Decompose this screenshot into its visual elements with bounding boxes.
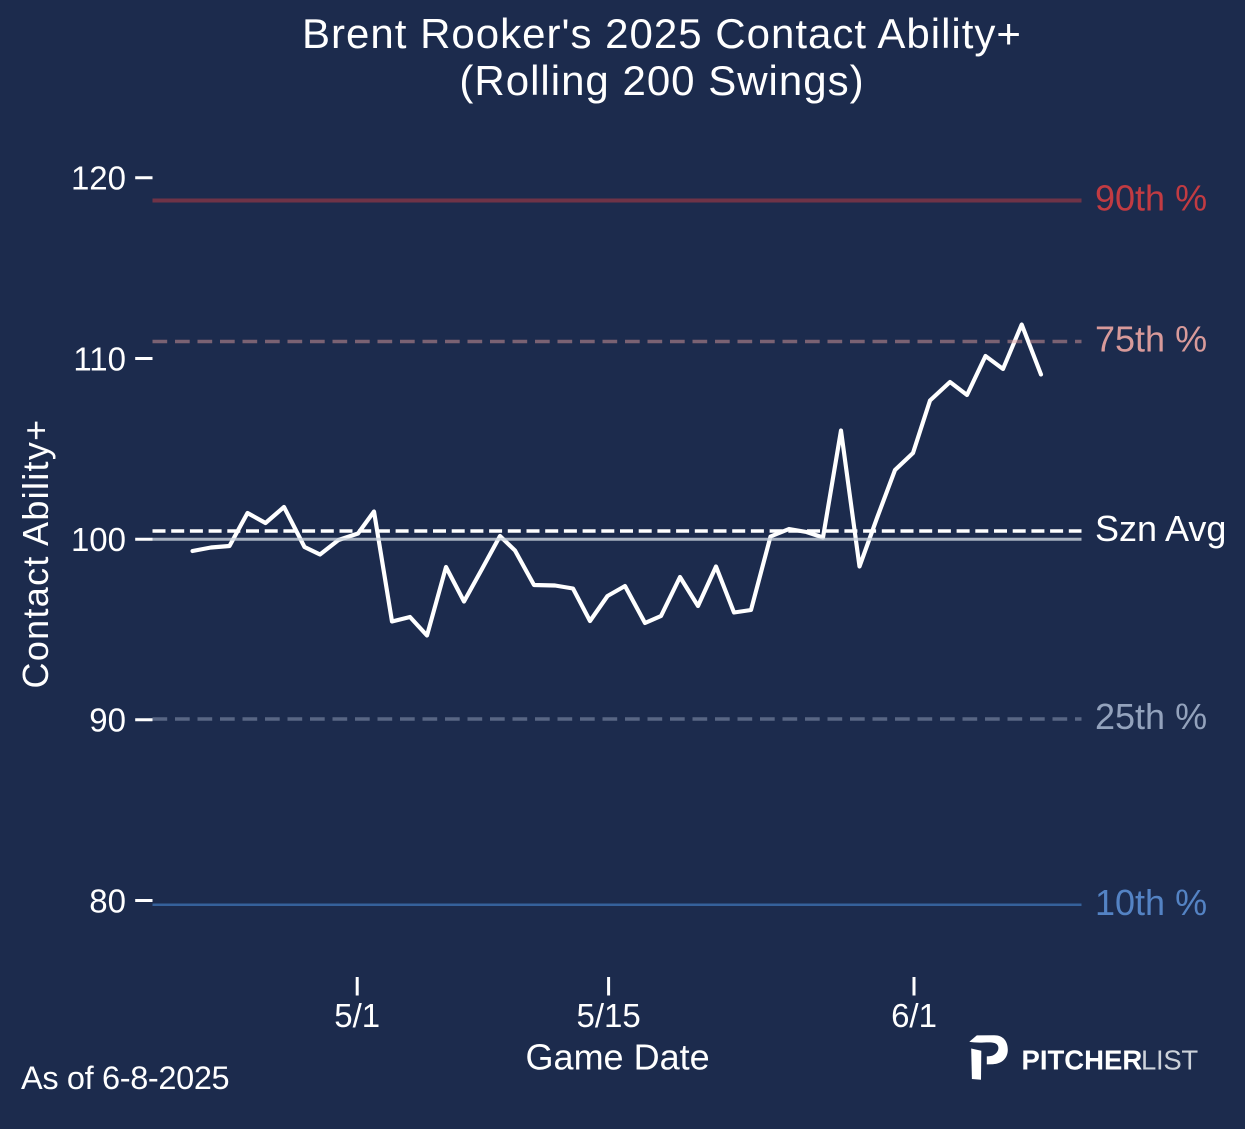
svg-text:Game Date: Game Date: [526, 1037, 710, 1078]
svg-text:75th %: 75th %: [1095, 319, 1207, 360]
svg-text:5/1: 5/1: [334, 997, 380, 1034]
svg-text:LIST: LIST: [1141, 1045, 1198, 1076]
svg-text:100: 100: [71, 521, 126, 558]
svg-text:90th %: 90th %: [1095, 178, 1207, 219]
svg-text:25th %: 25th %: [1095, 696, 1207, 737]
svg-text:90: 90: [89, 702, 126, 739]
svg-text:(Rolling 200 Swings): (Rolling 200 Swings): [459, 57, 864, 104]
svg-text:120: 120: [71, 160, 126, 197]
svg-text:6/1: 6/1: [891, 997, 937, 1034]
svg-text:Contact Ability+: Contact Ability+: [15, 419, 56, 689]
svg-text:PITCHER: PITCHER: [1022, 1045, 1143, 1076]
svg-text:110: 110: [73, 340, 126, 377]
svg-text:5/15: 5/15: [576, 997, 640, 1034]
svg-text:As of 6-8-2025: As of 6-8-2025: [21, 1060, 229, 1096]
svg-text:Brent Rooker's 2025 Contact Ab: Brent Rooker's 2025 Contact Ability+: [302, 10, 1022, 57]
svg-text:10th %: 10th %: [1095, 882, 1207, 923]
svg-text:Szn Avg: Szn Avg: [1095, 508, 1226, 549]
svg-text:80: 80: [89, 882, 126, 919]
